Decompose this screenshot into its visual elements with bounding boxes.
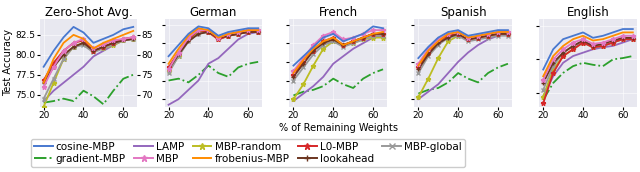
Y-axis label: Test Accuracy: Test Accuracy — [3, 29, 13, 96]
Title: Spanish: Spanish — [440, 6, 486, 19]
Legend: cosine-MBP, gradient-MBP, LAMP, MBP, MBP-random, frobenius-MBP, L0-MBP, lookahea: cosine-MBP, gradient-MBP, LAMP, MBP, MBP… — [31, 139, 465, 167]
Title: French: French — [319, 6, 358, 19]
Title: Zero-Shot Avg.: Zero-Shot Avg. — [45, 6, 132, 19]
Title: English: English — [566, 6, 609, 19]
X-axis label: % of Remaining Weights: % of Remaining Weights — [279, 123, 397, 133]
Title: German: German — [189, 6, 237, 19]
